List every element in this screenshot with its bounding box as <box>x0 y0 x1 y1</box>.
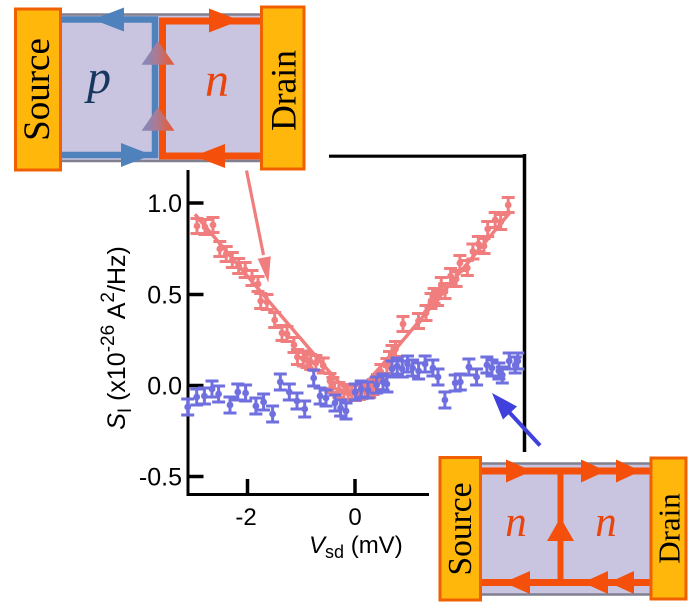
svg-text:n: n <box>505 499 527 546</box>
svg-text:n: n <box>595 499 617 546</box>
svg-text:Vsd (mV): Vsd (mV) <box>309 532 403 562</box>
svg-text:p: p <box>84 51 111 104</box>
svg-text:SI (x10-26 A2/Hz): SI (x10-26 A2/Hz) <box>98 246 136 430</box>
svg-text:n: n <box>205 54 229 107</box>
svg-text:1.0: 1.0 <box>147 190 182 218</box>
svg-text:Drain: Drain <box>652 493 687 564</box>
svg-text:Source: Source <box>17 38 58 141</box>
svg-text:Source: Source <box>442 482 479 575</box>
svg-text:0.5: 0.5 <box>147 282 182 310</box>
svg-text:0.0: 0.0 <box>147 373 182 401</box>
svg-text:-2: -2 <box>235 504 256 531</box>
svg-text:-0.5: -0.5 <box>139 464 182 492</box>
svg-text:Drain: Drain <box>264 50 304 131</box>
svg-text:0: 0 <box>348 504 361 531</box>
